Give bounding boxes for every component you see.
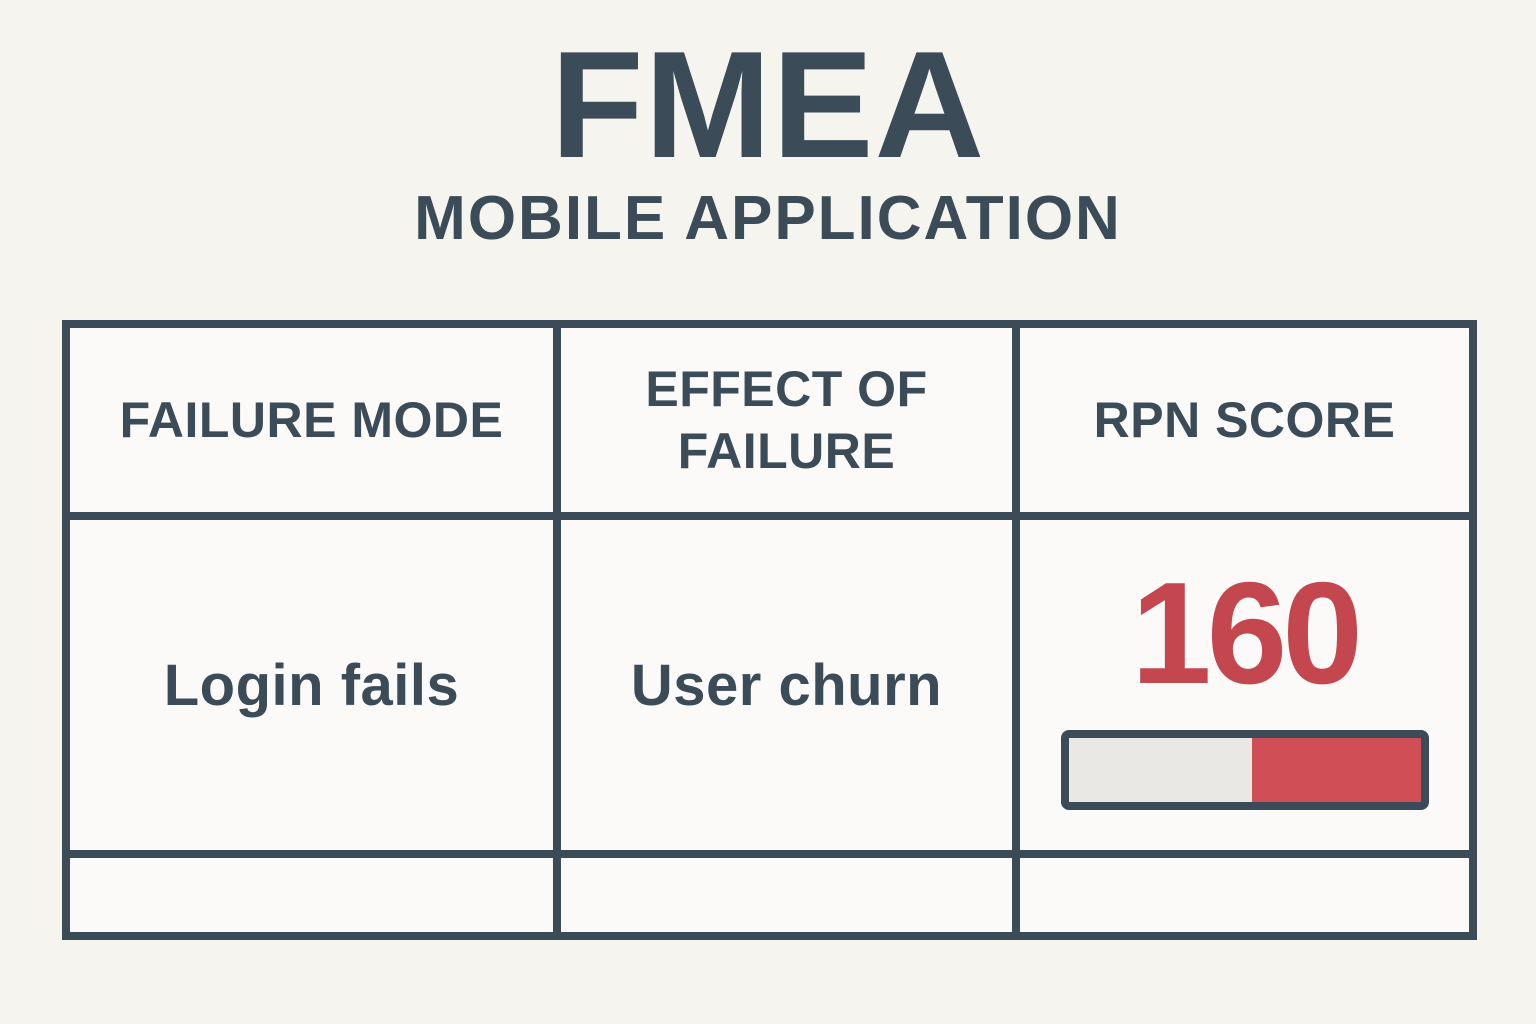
fmea-table: FAILURE MODE EFFECT OF FAILURE RPN SCORE… [62, 320, 1477, 940]
row1-failure-mode-cell: Login fails [70, 520, 553, 850]
rpn-progress-fill [1251, 737, 1421, 802]
row2-rpn-score-cell [1020, 858, 1469, 932]
row2-failure-mode-cell [70, 858, 553, 932]
rpn-progress-bar [1060, 729, 1429, 810]
column-header-failure-mode: FAILURE MODE [70, 328, 553, 512]
column-header-rpn-score: RPN SCORE [1020, 328, 1469, 512]
page-title: FMEA [550, 20, 986, 190]
row1-rpn-score-cell: 160 [1020, 520, 1469, 850]
row1-effect-of-failure-cell: User churn [561, 520, 1012, 850]
column-header-effect-of-failure: EFFECT OF FAILURE [561, 328, 1012, 512]
page-subtitle: MOBILE APPLICATION [414, 183, 1122, 253]
rpn-score-value: 160 [1131, 551, 1363, 714]
row2-effect-of-failure-cell [561, 858, 1012, 932]
title-block: FMEA MOBILE APPLICATION [0, 0, 1536, 250]
